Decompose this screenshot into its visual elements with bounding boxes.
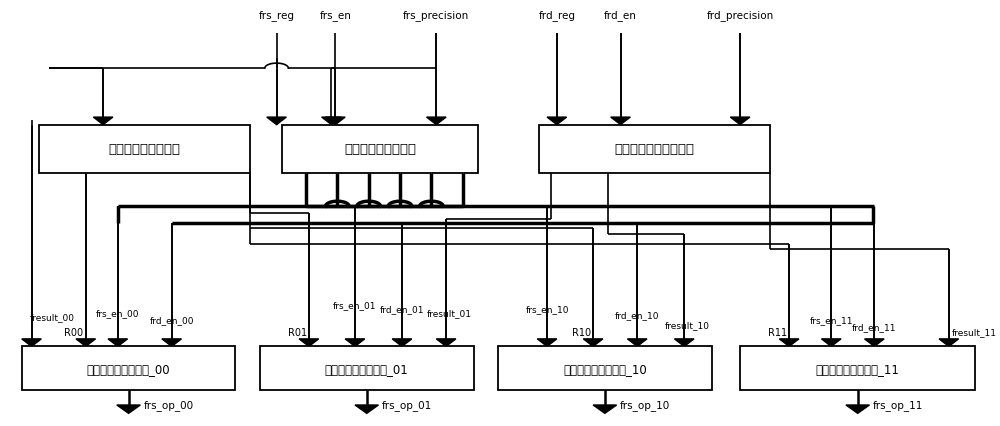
Polygon shape	[426, 118, 446, 125]
Text: frs_op_00: frs_op_00	[143, 400, 193, 411]
Bar	[539, 125, 770, 173]
Polygon shape	[93, 118, 113, 125]
Polygon shape	[779, 339, 799, 347]
Text: frs_op_11: frs_op_11	[872, 400, 923, 411]
Text: frs_op_10: frs_op_10	[620, 400, 670, 411]
Text: 相关性判定结果选择_10: 相关性判定结果选择_10	[563, 362, 647, 375]
Text: 相关性判定结果选择_11: 相关性判定结果选择_11	[816, 362, 900, 375]
Text: fresult_11: fresult_11	[952, 327, 997, 336]
Bar	[39, 125, 250, 173]
Polygon shape	[846, 405, 869, 413]
Text: frs_en: frs_en	[319, 10, 351, 21]
Polygon shape	[22, 339, 41, 347]
Text: frs_op_01: frs_op_01	[381, 400, 432, 411]
Polygon shape	[939, 339, 959, 347]
Text: frd_en: frd_en	[604, 10, 637, 21]
Polygon shape	[627, 339, 647, 347]
Polygon shape	[355, 405, 378, 413]
Polygon shape	[326, 118, 345, 125]
Polygon shape	[322, 118, 341, 125]
Polygon shape	[345, 339, 365, 347]
Text: 相关性判定结果选择_00: 相关性判定结果选择_00	[87, 362, 170, 375]
Polygon shape	[162, 339, 182, 347]
Polygon shape	[108, 339, 128, 347]
Polygon shape	[865, 339, 884, 347]
Text: R11: R11	[768, 328, 787, 337]
Text: R01: R01	[288, 328, 307, 337]
Polygon shape	[537, 339, 557, 347]
Text: frd_en_01: frd_en_01	[380, 304, 424, 313]
Text: frd_precision: frd_precision	[706, 10, 774, 21]
Polygon shape	[611, 118, 630, 125]
Polygon shape	[267, 118, 286, 125]
Bar	[740, 347, 975, 390]
Text: R10: R10	[572, 328, 591, 337]
Text: frs_en_01: frs_en_01	[333, 300, 377, 309]
Text: frd_en_00: frd_en_00	[149, 316, 194, 325]
Polygon shape	[392, 339, 412, 347]
Bar	[22, 347, 235, 390]
Polygon shape	[730, 118, 750, 125]
Polygon shape	[299, 339, 319, 347]
Bar	[260, 347, 474, 390]
Text: fresult_00: fresult_00	[30, 313, 75, 322]
Polygon shape	[76, 339, 96, 347]
Text: 相关性判定结果选择_01: 相关性判定结果选择_01	[325, 362, 409, 375]
Polygon shape	[583, 339, 603, 347]
Bar	[498, 347, 712, 390]
Text: 浮点操作数读取使能: 浮点操作数读取使能	[344, 143, 416, 156]
Polygon shape	[674, 339, 694, 347]
Bar	[282, 125, 478, 173]
Polygon shape	[436, 339, 456, 347]
Polygon shape	[117, 405, 140, 413]
Text: frd_en_11: frd_en_11	[852, 322, 897, 331]
Text: fresult_01: fresult_01	[427, 308, 472, 317]
Text: R00: R00	[64, 328, 84, 337]
Polygon shape	[547, 118, 567, 125]
Polygon shape	[593, 405, 617, 413]
Polygon shape	[821, 339, 841, 347]
Text: frd_reg: frd_reg	[538, 10, 575, 21]
Text: frs_reg: frs_reg	[259, 10, 295, 21]
Text: 浮点目的寄存器写使能: 浮点目的寄存器写使能	[614, 143, 694, 156]
Text: fresult_10: fresult_10	[665, 320, 710, 329]
Text: frs_precision: frs_precision	[403, 10, 469, 21]
Text: frs_en_11: frs_en_11	[809, 316, 853, 325]
Text: 浮点寄存器文件读取: 浮点寄存器文件读取	[109, 143, 181, 156]
Text: frs_en_00: frs_en_00	[96, 308, 140, 317]
Text: frd_en_10: frd_en_10	[615, 311, 659, 320]
Text: frs_en_10: frs_en_10	[525, 304, 569, 313]
